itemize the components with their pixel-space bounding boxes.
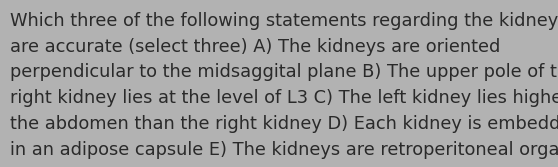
Text: right kidney lies at the level of L3 C) The left kidney lies higher in: right kidney lies at the level of L3 C) … xyxy=(10,89,558,107)
Text: perpendicular to the midsaggital plane B) The upper pole of the: perpendicular to the midsaggital plane B… xyxy=(10,63,558,81)
Text: Which three of the following statements regarding the kidneys: Which three of the following statements … xyxy=(10,12,558,30)
Text: in an adipose capsule E) The kidneys are retroperitoneal organs: in an adipose capsule E) The kidneys are… xyxy=(10,141,558,159)
Text: the abdomen than the right kidney D) Each kidney is embedded: the abdomen than the right kidney D) Eac… xyxy=(10,115,558,133)
Text: are accurate (select three) A) The kidneys are oriented: are accurate (select three) A) The kidne… xyxy=(10,38,501,56)
